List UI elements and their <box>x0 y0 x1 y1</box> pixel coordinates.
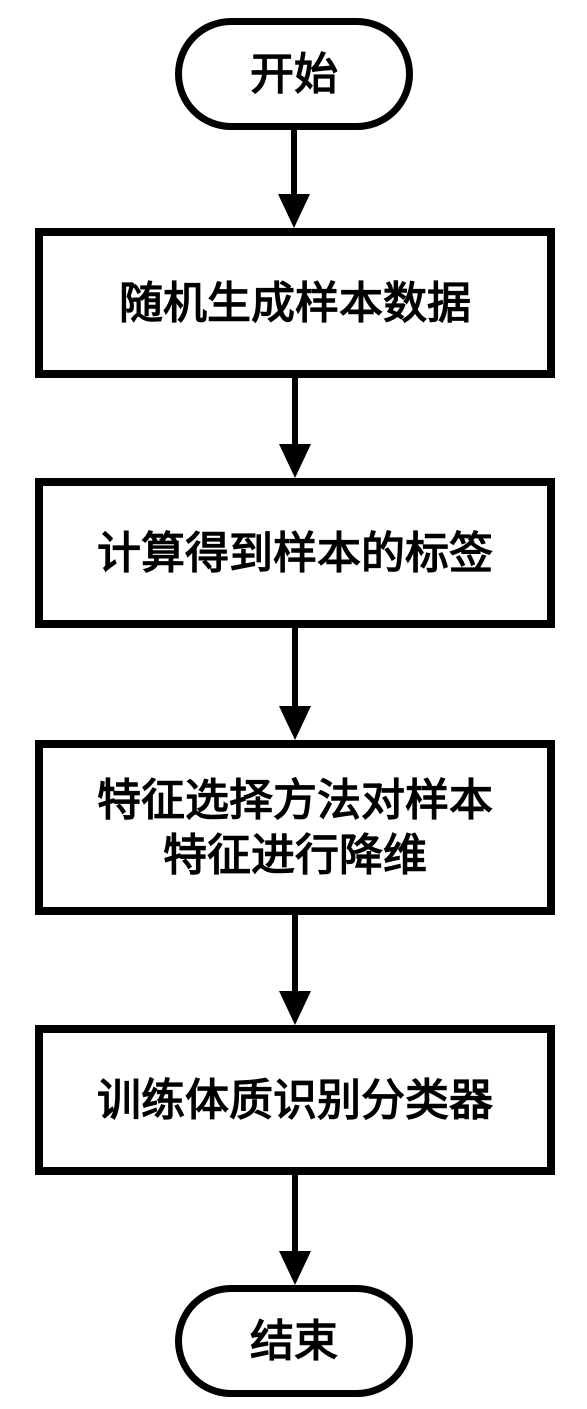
flow-arrow <box>263 915 327 1025</box>
flow-arrow <box>263 378 327 478</box>
flow-node-label: 开始 <box>250 47 338 102</box>
flowchart-canvas: 开始随机生成样本数据计算得到样本的标签特征选择方法对样本 特征进行降维训练体质识… <box>0 0 587 1409</box>
flow-arrow <box>263 628 327 740</box>
flow-node-start: 开始 <box>175 18 413 130</box>
flow-arrow <box>262 130 326 228</box>
flow-node-label: 结束 <box>250 1314 338 1369</box>
flow-node-label: 特征选择方法对样本 特征进行降维 <box>97 773 493 883</box>
flow-node-n3: 特征选择方法对样本 特征进行降维 <box>35 740 555 915</box>
flow-node-n1: 随机生成样本数据 <box>35 228 555 378</box>
flow-node-label: 随机生成样本数据 <box>119 276 471 331</box>
flow-node-label: 训练体质识别分类器 <box>97 1073 493 1128</box>
flow-node-n4: 训练体质识别分类器 <box>35 1025 555 1175</box>
flow-node-n2: 计算得到样本的标签 <box>35 478 555 628</box>
flow-arrow <box>263 1175 327 1285</box>
flow-node-end: 结束 <box>175 1285 413 1397</box>
flow-node-label: 计算得到样本的标签 <box>97 526 493 581</box>
